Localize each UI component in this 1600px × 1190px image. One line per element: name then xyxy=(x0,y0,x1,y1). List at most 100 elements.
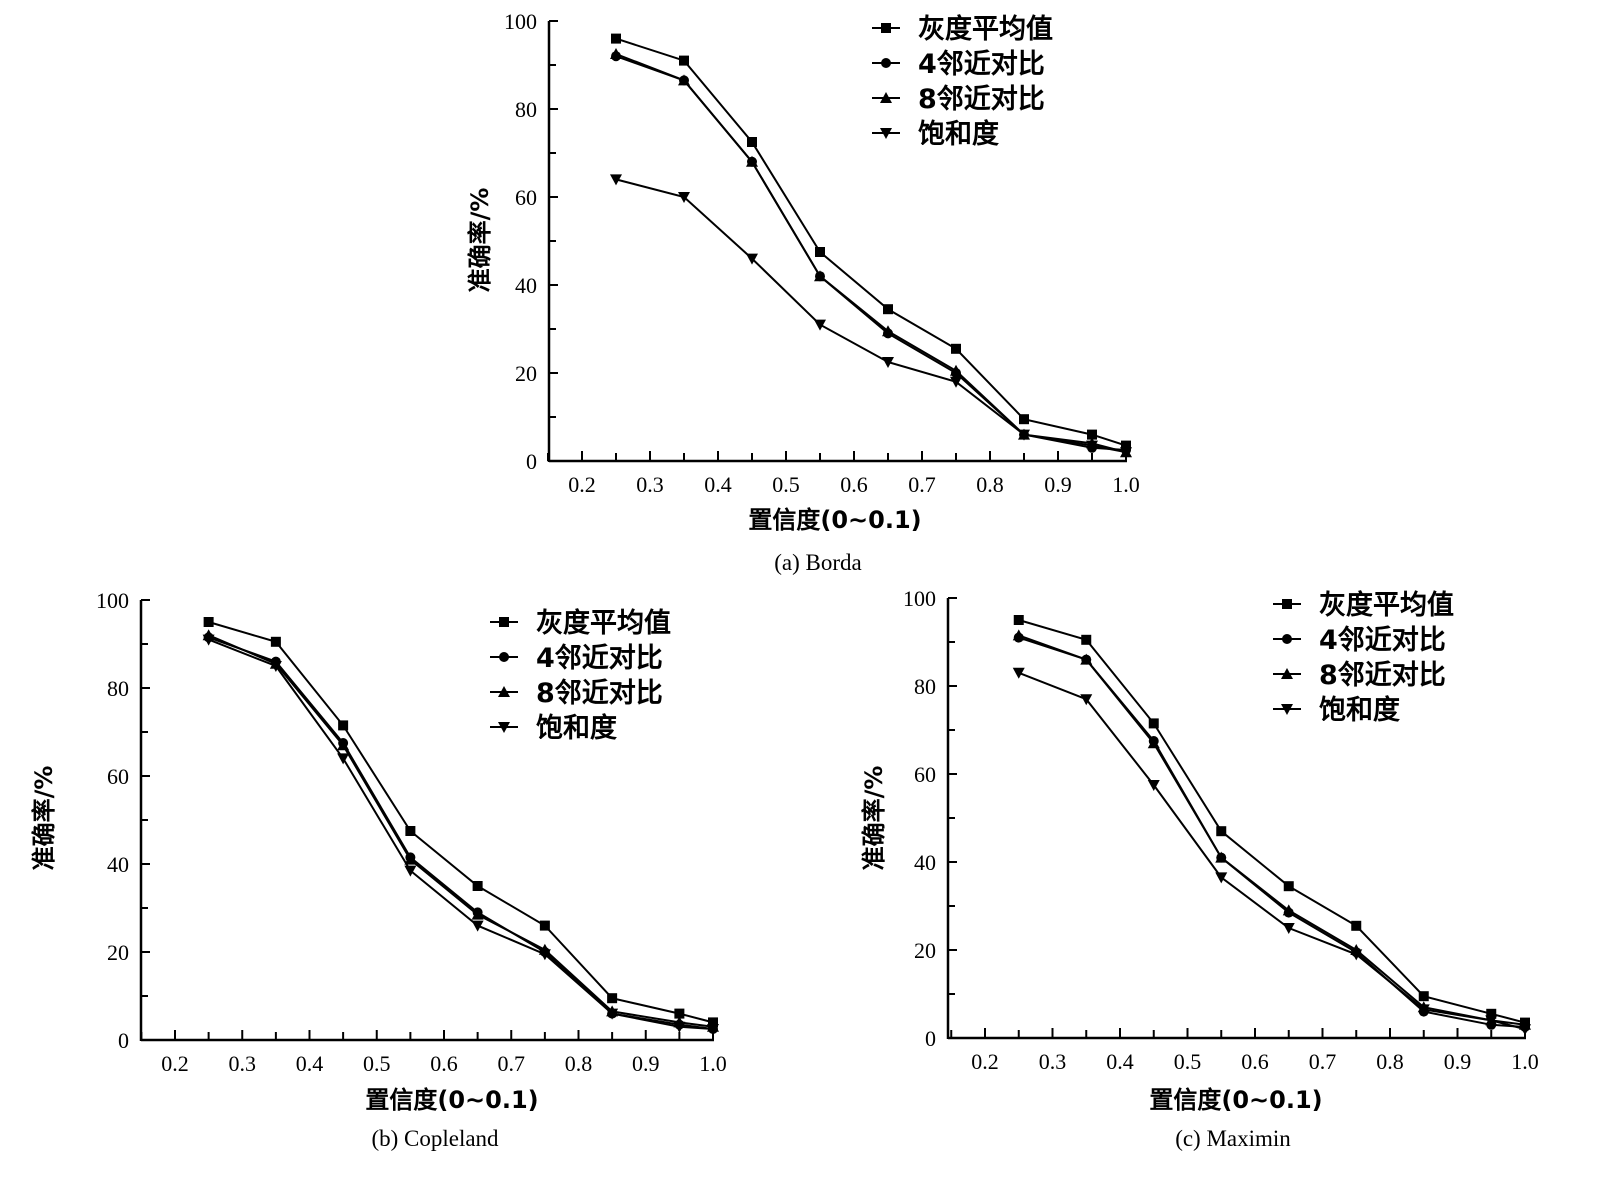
data-point xyxy=(202,634,215,646)
legend-marker-circle xyxy=(1282,634,1292,644)
series-line xyxy=(615,178,1127,454)
series-1 xyxy=(611,51,1131,455)
y-axis-label: 准确率/% xyxy=(860,766,888,871)
data-point xyxy=(707,1024,719,1035)
legend-label: 灰度平均值 xyxy=(536,607,671,639)
data-point xyxy=(814,319,826,331)
data-point xyxy=(607,993,618,1004)
data-point xyxy=(405,826,416,836)
data-point xyxy=(1283,881,1294,892)
x-tick-label: 0.2 xyxy=(568,472,596,497)
data-point xyxy=(746,155,758,167)
data-point xyxy=(538,949,551,961)
x-tick-label: 0.9 xyxy=(1044,472,1072,497)
data-point xyxy=(1013,615,1024,625)
y-tick-label: 80 xyxy=(107,676,129,701)
y-tick-label: 80 xyxy=(515,97,537,122)
y-tick-label: 0 xyxy=(526,449,537,474)
data-point xyxy=(1485,1015,1498,1027)
data-point xyxy=(606,1008,619,1020)
legend-marker-circle xyxy=(499,652,509,662)
data-point xyxy=(1080,653,1093,665)
y-tick-label: 80 xyxy=(914,674,936,699)
data-point xyxy=(1350,949,1363,961)
y-tick-label: 40 xyxy=(914,850,936,875)
data-point xyxy=(338,720,349,731)
legend-marker-square xyxy=(499,617,509,627)
series-line xyxy=(1018,671,1526,1031)
x-tick-label: 1.0 xyxy=(1511,1049,1539,1074)
chart-panel-2: 0 20 40 60 80 100 0.2 0.3 0.4 0.5 0.6 0.7 0.8 0.9 1.0 置… xyxy=(860,586,1539,1151)
data-point xyxy=(1080,694,1093,706)
y-axis-label: 准确率/% xyxy=(30,766,58,871)
y-tick-label: 0 xyxy=(118,1028,129,1053)
legend-label: 饱和度 xyxy=(1319,694,1400,726)
series-3 xyxy=(202,634,719,1035)
data-point xyxy=(203,617,214,627)
series-line xyxy=(615,53,1127,454)
legend-label: 8邻近对比 xyxy=(918,84,1045,115)
data-point xyxy=(678,74,690,86)
data-point xyxy=(269,661,282,672)
legend-marker-triangle-up xyxy=(1281,668,1293,679)
data-point xyxy=(951,343,961,354)
data-point xyxy=(1019,414,1029,425)
legend-label: 4邻近对比 xyxy=(1319,625,1446,656)
x-tick-label: 0.7 xyxy=(1309,1049,1337,1074)
data-point xyxy=(1081,634,1092,645)
series-line xyxy=(615,37,1127,447)
data-point xyxy=(611,33,621,44)
data-point xyxy=(1018,429,1030,441)
y-axis-label: 准确率/% xyxy=(466,188,494,293)
data-point xyxy=(814,270,826,282)
y-tick-label: 60 xyxy=(515,185,537,210)
legend-label: 灰度平均值 xyxy=(918,13,1053,45)
x-tick-label: 0.5 xyxy=(772,472,800,497)
x-tick-label: 0.2 xyxy=(971,1049,999,1074)
legend-label: 8邻近对比 xyxy=(1319,660,1446,691)
data-point xyxy=(471,908,484,920)
legend-label: 4邻近对比 xyxy=(918,49,1045,80)
data-point xyxy=(1486,1008,1497,1019)
x-tick-label: 1.0 xyxy=(1112,472,1140,497)
y-tick-label: 60 xyxy=(107,764,129,789)
x-tick-label: 0.9 xyxy=(1444,1049,1472,1074)
chart-caption: (c) Maximin xyxy=(1175,1126,1291,1151)
series-2 xyxy=(610,48,1132,458)
x-tick-label: 0.7 xyxy=(498,1051,526,1076)
y-tick-label: 20 xyxy=(107,940,129,965)
data-point xyxy=(1216,826,1227,837)
x-tick-label: 0.3 xyxy=(636,472,664,497)
data-point xyxy=(950,376,962,388)
data-point xyxy=(472,881,483,891)
legend-label: 4邻近对比 xyxy=(536,643,663,674)
series-line xyxy=(1018,636,1526,1028)
data-point xyxy=(882,357,894,368)
chart-panel-1: 0 20 40 60 80 100 0.2 0.3 0.4 0.5 0.6 0.7 0.8 0.9 1.0 置… xyxy=(30,588,727,1151)
x-tick-label: 0.7 xyxy=(908,472,936,497)
x-tick-label: 0.4 xyxy=(704,472,732,497)
data-point xyxy=(539,920,550,931)
y-tick-label: 0 xyxy=(925,1026,936,1051)
data-point xyxy=(1215,872,1228,884)
series-0 xyxy=(611,33,1131,451)
series-3 xyxy=(1012,667,1531,1036)
x-tick-label: 0.6 xyxy=(1241,1049,1269,1074)
data-point xyxy=(950,364,962,376)
series-line xyxy=(1018,619,1526,1024)
legend-label: 饱和度 xyxy=(536,712,617,744)
data-point xyxy=(674,1008,685,1019)
legend-label: 灰度平均值 xyxy=(1319,589,1454,621)
x-tick-label: 0.9 xyxy=(632,1051,660,1076)
data-point xyxy=(747,137,757,147)
legend-marker-square xyxy=(881,23,891,33)
data-point xyxy=(1147,780,1160,791)
y-tick-label: 100 xyxy=(504,9,537,34)
y-tick-label: 40 xyxy=(515,273,537,298)
data-point xyxy=(678,192,690,203)
x-tick-label: 0.2 xyxy=(161,1051,189,1076)
legend-marker-square xyxy=(1282,599,1292,609)
series-0 xyxy=(1013,615,1530,1028)
y-tick-label: 20 xyxy=(515,361,537,386)
legend-marker-triangle-down xyxy=(498,722,510,733)
